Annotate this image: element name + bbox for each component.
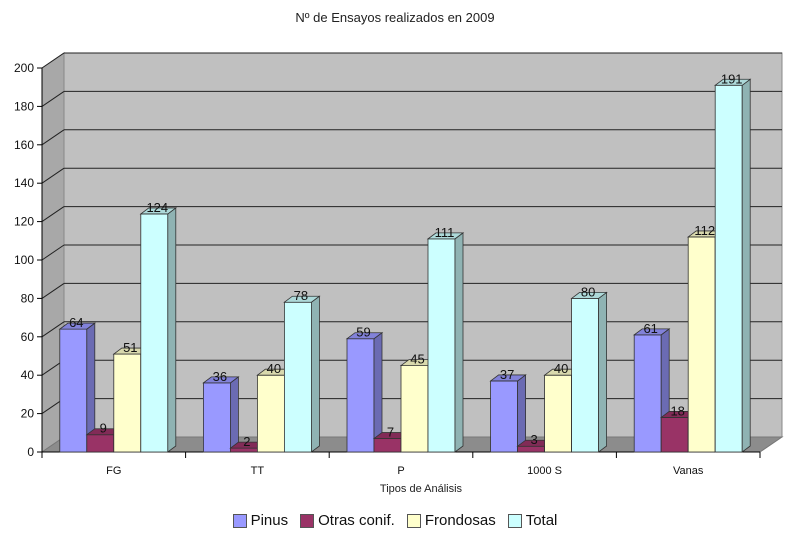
bar-pinus [59,328,88,453]
bar-total [140,213,169,453]
x-tick-label: FG [106,465,121,477]
legend-label: Pinus [250,512,289,529]
bar-top [633,328,671,336]
gridline-side [41,282,65,299]
legend-swatch [507,513,522,528]
bar-frondosas [400,365,429,453]
bar-total [714,84,743,453]
legend-swatch [406,513,421,528]
data-label: 7 [387,425,394,440]
legend-label: Frondosas [424,512,496,529]
bar-top [714,78,752,86]
bar-top [202,376,240,384]
bar-side [310,295,320,453]
bar-frondosas [256,374,285,453]
y-tick-label: 160 [14,138,34,152]
y-tick-label: 80 [21,291,35,305]
data-label: 59 [356,325,370,340]
legend-swatch [232,513,247,528]
bar-top [426,232,465,240]
gridline-side [41,167,65,184]
data-label: 124 [146,200,168,215]
bar-frondosas [113,353,142,453]
data-label: 51 [123,340,137,355]
gridline-side [41,129,65,146]
bar-top [58,322,97,330]
bar-side [229,376,239,453]
bar-side [454,232,464,453]
data-label: 45 [410,352,424,367]
data-label: 111 [435,225,455,240]
x-axis-title: Tipos de Análisis [379,483,463,495]
bar-top [570,291,608,299]
y-tick-label: 180 [14,99,34,113]
bar-otras-conif- [86,434,115,453]
bar-top [489,374,527,382]
bar-side [517,374,526,453]
bar-side [167,207,177,453]
legend-label: Otras conif. [318,512,395,529]
legend-item: Otras conif. [300,512,395,529]
chart-title: Nº de Ensayos realizados en 2009 [295,10,495,25]
y-tick-label: 60 [21,330,35,344]
x-tick-label: 1000 S [527,465,562,477]
data-label: 36 [213,369,227,384]
x-tick-label: Vanas [673,465,704,477]
data-label: 37 [500,367,514,382]
y-tick-label: 40 [21,368,35,382]
bar-total [427,238,456,453]
bar-side [741,78,751,453]
bar-top [283,295,321,303]
gridline-side [41,206,65,223]
data-label: 18 [670,403,684,418]
bar-total [283,301,312,453]
x-tick-label: TT [251,465,265,477]
y-tick-label: 140 [14,176,34,190]
bar-otras-conif- [373,438,402,453]
y-tick-label: 20 [21,407,35,421]
gridline-side [41,244,65,261]
data-label: 61 [643,321,657,336]
bar-top [139,207,178,215]
y-tick-label: 100 [14,253,34,267]
bar-frondosas [687,236,716,453]
y-tick-label: 200 [14,61,34,75]
gridline-side [41,52,65,69]
legend-item: Frondosas [406,512,496,529]
data-label: 9 [100,421,107,436]
data-label: 191 [721,71,743,86]
gridline-side [41,321,65,338]
gridline-side [41,90,65,107]
bar-top [345,332,384,340]
bar-pinus [633,334,662,453]
data-label: 40 [267,361,281,376]
bar-frondosas [544,374,572,453]
data-label: 2 [243,434,250,449]
x-tick-label: P [397,465,404,477]
data-label: 80 [581,284,595,299]
data-label: 78 [294,288,308,303]
legend-swatch [300,513,315,528]
y-tick-label: 0 [27,445,34,459]
bar-pinus [490,380,519,453]
bar-otras-conif- [660,417,689,453]
data-label: 40 [554,361,568,376]
data-label: 112 [694,223,715,238]
bar-pinus [202,382,231,453]
legend: Pinus Otras conif. Frondosas Total [0,512,790,529]
data-label: 3 [530,432,537,447]
legend-label: Total [525,512,558,529]
bar-pinus [346,338,375,453]
data-label: 64 [69,315,83,330]
legend-item: Total [507,512,558,529]
legend-item: Pinus [232,512,289,529]
bar-side [598,291,607,453]
bar-total [571,297,599,453]
y-tick-label: 120 [14,215,34,229]
